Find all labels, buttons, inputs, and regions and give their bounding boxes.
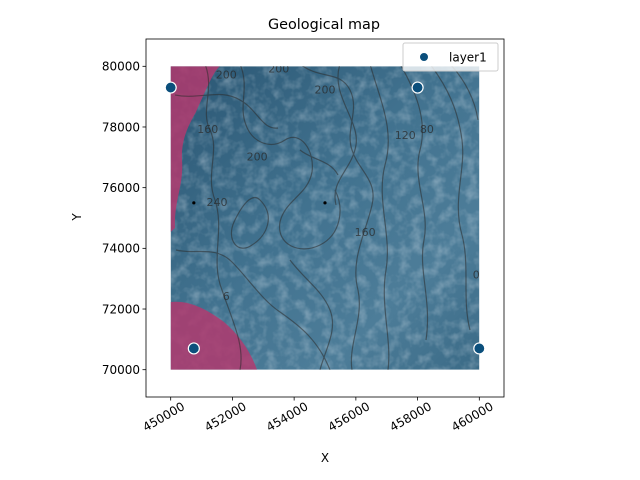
legend: layer1 (402, 42, 499, 72)
contour-label: 200 (216, 68, 237, 81)
y-tick-label: 70000 (102, 363, 140, 377)
contour-line (302, 66, 374, 370)
x-tick-label: 460000 (449, 399, 496, 434)
contour-label: 1 (164, 305, 171, 318)
legend-marker-layer1 (419, 52, 429, 62)
y-tick-label: 74000 (102, 242, 140, 256)
chart-title: Geological map (268, 17, 380, 33)
y-tick-label: 78000 (102, 120, 140, 134)
y-axis-label: Y (70, 213, 84, 222)
contour-label: 80 (420, 123, 434, 136)
layer1-point (164, 81, 177, 94)
layer1-point (411, 81, 424, 94)
small-markers (192, 201, 327, 205)
contour-label: 200 (315, 84, 336, 97)
contour-label: 240 (206, 196, 227, 209)
contour-line (174, 93, 279, 129)
axes-frame (145, 38, 505, 398)
contour-line (299, 149, 339, 176)
legend-label-layer1: layer1 (449, 51, 487, 65)
small-marker (323, 201, 327, 205)
layer1-point (187, 342, 200, 355)
y-tick-label: 76000 (102, 181, 140, 195)
y-tick-label: 72000 (102, 302, 140, 316)
map-image: 160 200 200 200 200 240 120 80 160 6 0 1 (164, 62, 480, 370)
x-axis-ticks: 450000 452000 454000 456000 458000 460000 (140, 397, 496, 434)
x-tick-label: 458000 (387, 399, 434, 434)
x-tick-label: 450000 (140, 399, 187, 434)
contour-line (230, 197, 269, 249)
y-axis-ticks: 70000 72000 74000 76000 78000 80000 (102, 60, 146, 377)
contour-line (175, 249, 331, 370)
contour-line (334, 66, 357, 206)
contour-labels: 160 200 200 200 200 240 120 80 160 6 0 1 (164, 62, 480, 318)
contour-line (240, 66, 341, 250)
contour-line (400, 66, 429, 341)
contour-label: 6 (223, 290, 230, 303)
pink-formation-left (170, 66, 220, 232)
layer1-points (164, 81, 486, 355)
x-tick-label: 456000 (326, 399, 373, 434)
layer1-point (473, 342, 486, 355)
contour-line (370, 66, 390, 370)
contour-label: 160 (355, 226, 376, 239)
contour-label: 200 (247, 150, 268, 163)
contour-label: 160 (197, 123, 218, 136)
x-axis-label: X (321, 451, 329, 465)
legend-box (402, 42, 499, 72)
contour-lines (174, 66, 479, 370)
contour-line (430, 66, 471, 331)
contour-label: 0 (473, 269, 480, 282)
contour-label: 120 (395, 129, 416, 142)
x-tick-label: 452000 (202, 399, 249, 434)
y-tick-label: 80000 (102, 60, 140, 74)
contour-line (289, 259, 334, 370)
x-tick-label: 454000 (264, 399, 311, 434)
contour-label: 200 (268, 62, 289, 75)
contour-line (205, 66, 242, 370)
small-marker (192, 201, 196, 205)
